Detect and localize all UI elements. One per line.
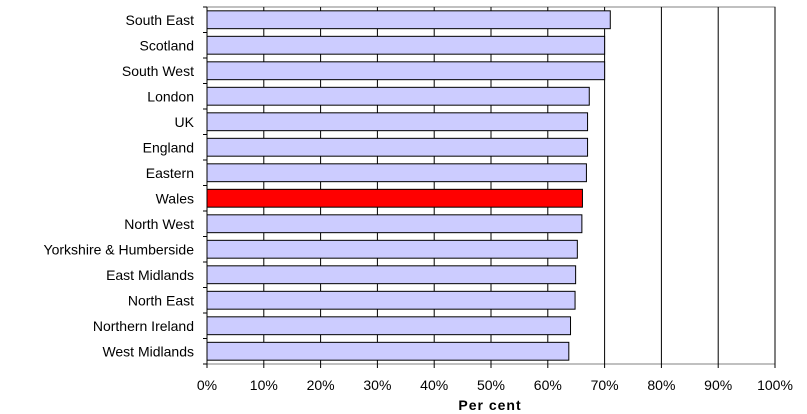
bar-south-west: [206, 61, 606, 81]
x-tick-label: 70%: [591, 377, 619, 393]
bar-eastern: [206, 163, 587, 183]
x-axis-ticks: 0% 10% 20% 30% 40% 50% 60% 70% 80% 90% 100%: [197, 377, 793, 393]
category-label: Wales: [156, 190, 194, 206]
bar-north-east: [206, 290, 576, 310]
category-label: Eastern: [146, 165, 194, 181]
category-label: North West: [124, 216, 194, 232]
bar-uk: [206, 112, 589, 132]
category-label: Northern Ireland: [93, 318, 194, 334]
bars: [206, 10, 611, 361]
category-label: London: [147, 88, 194, 104]
bar-west-midlands: [206, 341, 570, 361]
bar-wales: [206, 188, 583, 208]
x-axis-title: Per cent: [458, 397, 521, 413]
x-tick-label: 10%: [250, 377, 278, 393]
x-tick-label: 100%: [757, 377, 793, 393]
category-label: West Midlands: [102, 343, 194, 359]
x-tick-label: 40%: [420, 377, 448, 393]
bar-scotland: [206, 35, 606, 55]
bar-london: [206, 86, 590, 106]
category-label: Scotland: [140, 37, 194, 53]
x-tick-label: 0%: [197, 377, 217, 393]
x-tick-label: 80%: [647, 377, 675, 393]
bar-northern-ireland: [206, 316, 572, 336]
x-tick-label: 90%: [704, 377, 732, 393]
category-label: Yorkshire & Humberside: [44, 241, 195, 257]
x-tick-label: 20%: [307, 377, 335, 393]
category-label: England: [143, 139, 194, 155]
x-tick-label: 50%: [477, 377, 505, 393]
category-label: UK: [175, 114, 195, 130]
bar-yorkshire-humberside: [206, 239, 578, 259]
category-label: East Midlands: [106, 267, 194, 283]
bar-england: [206, 137, 589, 157]
category-label: South West: [122, 63, 194, 79]
x-tick-label: 60%: [534, 377, 562, 393]
category-labels: South East Scotland South West London UK Engl…: [44, 12, 195, 360]
bar-south-east: [206, 10, 611, 30]
category-label: South East: [126, 12, 195, 28]
x-tick-label: 30%: [363, 377, 391, 393]
bar-east-midlands: [206, 265, 577, 285]
category-label: North East: [128, 292, 194, 308]
bar-north-west: [206, 214, 583, 234]
